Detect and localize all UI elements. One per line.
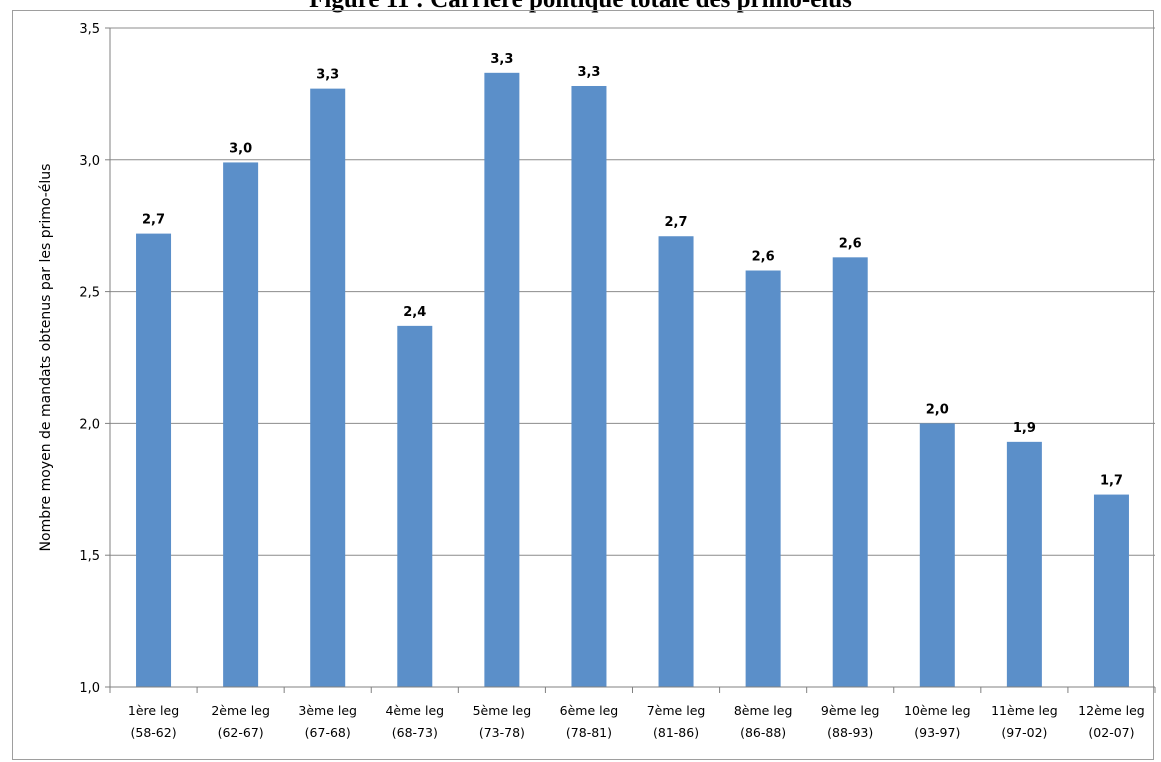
category-label-line1: 3ème leg xyxy=(298,703,357,718)
category-label-line1: 4ème leg xyxy=(385,703,444,718)
y-tick-label: 3,0 xyxy=(79,154,100,169)
data-label: 2,6 xyxy=(839,236,862,251)
data-label: 1,9 xyxy=(1013,421,1036,436)
category-label-line2: (97-02) xyxy=(1001,725,1047,740)
category-label-line1: 10ème leg xyxy=(904,703,971,718)
data-label: 3,3 xyxy=(316,68,339,83)
category-label-line1: 7ème leg xyxy=(647,703,706,718)
bar xyxy=(1006,441,1042,687)
bar xyxy=(745,270,781,687)
y-tick-label: 2,5 xyxy=(79,286,100,301)
gridlines xyxy=(110,27,1155,556)
bar xyxy=(397,325,433,687)
bar xyxy=(310,88,346,688)
y-tick-label: 2,0 xyxy=(79,417,100,432)
data-label: 2,6 xyxy=(752,250,775,265)
category-label-line2: (81-86) xyxy=(653,725,699,740)
category-label-line1: 1ère leg xyxy=(128,703,179,718)
figure-title: Figure 11 : Carrière politique totale de… xyxy=(0,0,1161,14)
category-label-line1: 11ème leg xyxy=(991,703,1058,718)
category-label-line1: 12ème leg xyxy=(1078,703,1145,718)
category-label-line1: 2ème leg xyxy=(211,703,270,718)
bar xyxy=(1093,494,1129,687)
category-label-line2: (62-67) xyxy=(218,725,264,740)
chart-frame xyxy=(12,10,1154,760)
data-label: 2,7 xyxy=(665,215,688,230)
category-label-line1: 9ème leg xyxy=(821,703,880,718)
bar xyxy=(223,162,259,687)
category-label-line1: 5ème leg xyxy=(473,703,532,718)
data-label: 2,0 xyxy=(926,402,949,417)
data-label: 2,4 xyxy=(403,305,426,320)
y-axis-title: Nombre moyen de mandats obtenus par les … xyxy=(38,164,54,552)
category-label-line2: (67-68) xyxy=(305,725,351,740)
category-label-line2: (86-88) xyxy=(740,725,786,740)
category-label-line2: (93-97) xyxy=(914,725,960,740)
axes xyxy=(105,27,1156,693)
category-label-line2: (02-07) xyxy=(1088,725,1134,740)
bar xyxy=(571,85,607,687)
labels: 1,0 1,5 2,0 2,5 3,0 3,5 2,7 1ère leg (58-62) 3,0 2… xyxy=(79,22,1144,740)
data-label: 3,0 xyxy=(229,141,252,156)
category-label-line1: 8ème leg xyxy=(734,703,793,718)
category-label-line2: (88-93) xyxy=(827,725,873,740)
y-tick-label: 3,5 xyxy=(79,22,100,37)
data-label: 1,7 xyxy=(1100,474,1123,489)
category-label-line1: 6ème leg xyxy=(560,703,619,718)
bar xyxy=(484,72,520,687)
bars xyxy=(136,72,1129,688)
y-tick-label: 1,5 xyxy=(79,549,100,564)
bar xyxy=(136,233,172,687)
data-label: 2,7 xyxy=(142,213,165,228)
bar xyxy=(658,236,694,687)
category-label-line2: (78-81) xyxy=(566,725,612,740)
y-tick-label: 1,0 xyxy=(79,681,100,696)
bar xyxy=(832,257,868,687)
bar xyxy=(919,423,955,687)
data-label: 3,3 xyxy=(577,65,600,80)
data-label: 3,3 xyxy=(490,52,513,67)
category-label-line2: (73-78) xyxy=(479,725,525,740)
category-label-line2: (58-62) xyxy=(131,725,177,740)
category-label-line2: (68-73) xyxy=(392,725,438,740)
